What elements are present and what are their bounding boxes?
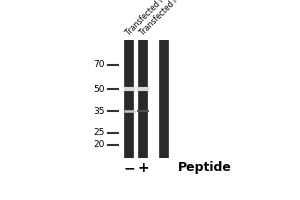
Text: Transfected HEK-293: Transfected HEK-293 <box>124 0 186 37</box>
Text: Transfected HEK-293: Transfected HEK-293 <box>138 0 200 37</box>
Text: 70: 70 <box>93 60 105 69</box>
Text: 25: 25 <box>94 128 105 137</box>
Text: Peptide: Peptide <box>178 161 232 174</box>
Text: 35: 35 <box>93 107 105 116</box>
Text: +: + <box>137 161 149 175</box>
Text: 20: 20 <box>94 140 105 149</box>
Text: 50: 50 <box>93 85 105 94</box>
Text: −: − <box>124 161 135 175</box>
